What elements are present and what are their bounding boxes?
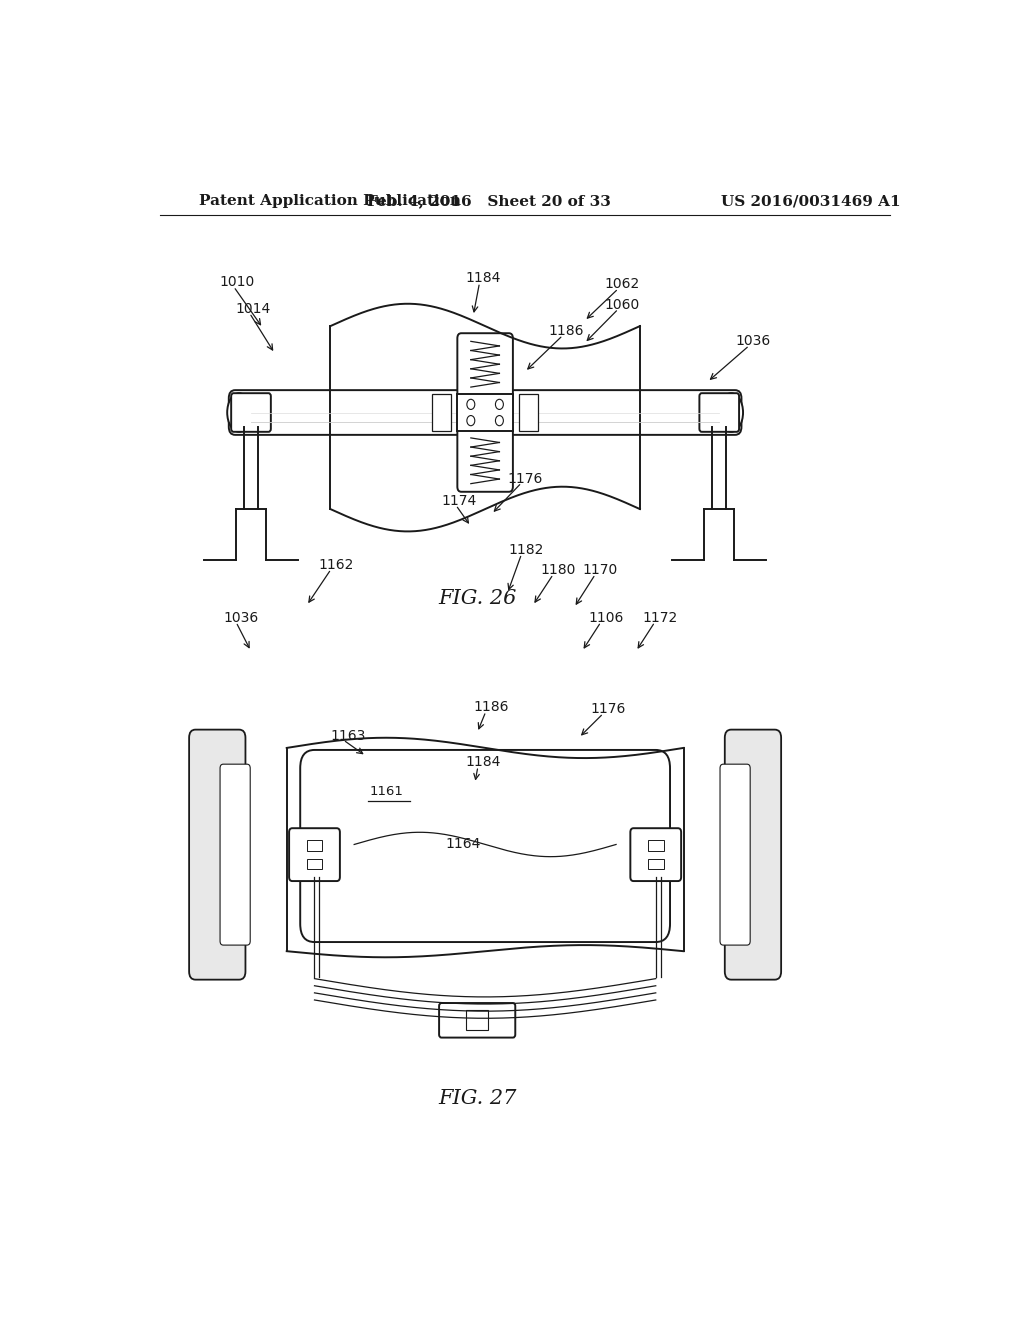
Text: 1163: 1163 — [331, 729, 366, 743]
Text: 1164: 1164 — [445, 837, 481, 851]
Text: 1010: 1010 — [219, 276, 255, 289]
Bar — [306, 859, 323, 869]
Bar — [306, 841, 323, 850]
Circle shape — [467, 416, 475, 426]
Text: 1036: 1036 — [735, 334, 770, 348]
FancyBboxPatch shape — [300, 750, 670, 942]
Text: 1161: 1161 — [370, 785, 403, 799]
FancyBboxPatch shape — [289, 828, 340, 880]
Circle shape — [496, 399, 504, 409]
Text: 1062: 1062 — [604, 277, 639, 292]
FancyBboxPatch shape — [631, 828, 681, 880]
Text: 1162: 1162 — [318, 558, 354, 572]
Text: 1036: 1036 — [223, 611, 258, 624]
Bar — [458, 395, 513, 430]
Text: 1184: 1184 — [465, 755, 501, 770]
Text: 1180: 1180 — [541, 564, 577, 577]
Bar — [432, 395, 451, 430]
Text: FIG. 26: FIG. 26 — [438, 589, 516, 609]
Text: 1106: 1106 — [588, 611, 624, 624]
Ellipse shape — [719, 393, 743, 432]
Text: FIG. 27: FIG. 27 — [438, 1089, 516, 1107]
FancyBboxPatch shape — [189, 730, 246, 979]
FancyBboxPatch shape — [725, 730, 781, 979]
FancyBboxPatch shape — [720, 764, 751, 945]
Text: 1182: 1182 — [509, 543, 545, 557]
Text: 1184: 1184 — [465, 272, 501, 285]
Ellipse shape — [227, 393, 251, 432]
FancyBboxPatch shape — [699, 393, 739, 432]
FancyBboxPatch shape — [458, 426, 513, 492]
Circle shape — [496, 416, 504, 426]
Text: 1170: 1170 — [583, 564, 617, 577]
FancyBboxPatch shape — [439, 1003, 515, 1038]
Text: 1186: 1186 — [549, 325, 584, 338]
Bar — [648, 841, 664, 850]
Text: 1060: 1060 — [604, 298, 639, 312]
Text: Feb. 4, 2016   Sheet 20 of 33: Feb. 4, 2016 Sheet 20 of 33 — [368, 194, 611, 209]
Bar — [519, 395, 539, 430]
Circle shape — [467, 399, 475, 409]
Bar — [648, 859, 664, 869]
Text: 1186: 1186 — [473, 700, 509, 714]
Text: 1174: 1174 — [441, 494, 477, 508]
Bar — [466, 1010, 488, 1031]
Text: 1176: 1176 — [507, 471, 543, 486]
Text: 1176: 1176 — [591, 702, 626, 717]
Text: US 2016/0031469 A1: US 2016/0031469 A1 — [721, 194, 900, 209]
Text: 1014: 1014 — [236, 302, 270, 315]
FancyBboxPatch shape — [458, 333, 513, 399]
Text: 1172: 1172 — [642, 611, 678, 624]
FancyBboxPatch shape — [220, 764, 250, 945]
Text: Patent Application Publication: Patent Application Publication — [200, 194, 462, 209]
FancyBboxPatch shape — [228, 391, 741, 434]
FancyBboxPatch shape — [231, 393, 270, 432]
